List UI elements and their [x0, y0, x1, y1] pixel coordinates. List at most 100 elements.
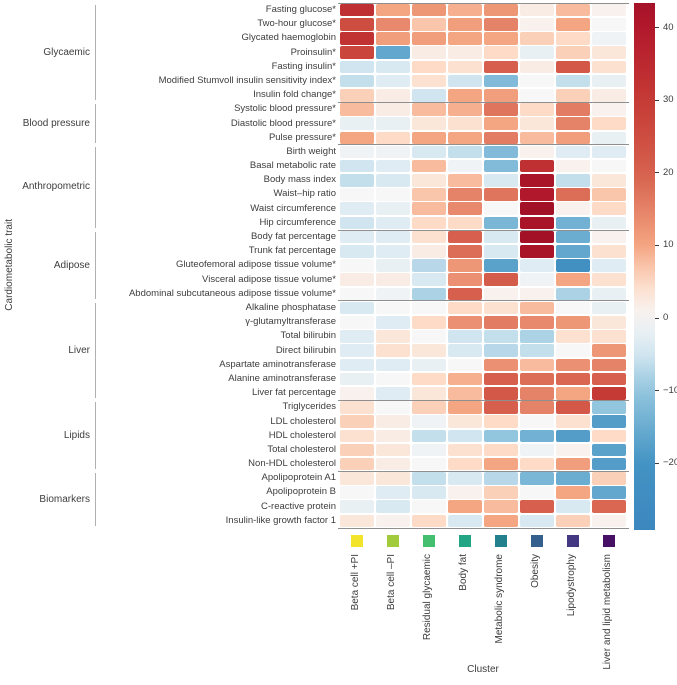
- heatmap-cell: [519, 3, 555, 17]
- colorbar-tick: [655, 244, 659, 246]
- heatmap-cell: [591, 174, 627, 187]
- heatmap-cell: [591, 287, 627, 301]
- heatmap-cell: [411, 74, 447, 88]
- heatmap-cell: [339, 103, 375, 116]
- heatmap-cell: [483, 202, 519, 216]
- heatmap-cell: [483, 230, 519, 244]
- trait-label: Diastolic blood pressure*: [230, 117, 336, 129]
- heatmap-cell: [375, 259, 411, 272]
- trait-label: Triglycerides: [282, 401, 337, 413]
- heatmap-cell: [483, 3, 519, 17]
- heatmap-cell: [555, 3, 591, 17]
- heatmap-cell: [591, 17, 627, 31]
- heatmap-cell: [519, 188, 555, 201]
- heatmap-cell: [591, 514, 627, 528]
- trait-group-label: Liver: [68, 344, 90, 356]
- heatmap-cell: [447, 486, 483, 499]
- group-bracket-line: [95, 402, 96, 470]
- heatmap-cell: [519, 315, 555, 329]
- heatmap-cell: [591, 103, 627, 116]
- trait-group-label: Lipids: [63, 429, 90, 441]
- heatmap-cell: [411, 32, 447, 45]
- heatmap-cell: [483, 315, 519, 329]
- heatmap-cell: [483, 358, 519, 372]
- heatmap-cell: [483, 330, 519, 343]
- heatmap-cell: [375, 372, 411, 386]
- heatmap-cell: [375, 202, 411, 216]
- heatmap-cell: [555, 117, 591, 130]
- heatmap-cell: [519, 330, 555, 343]
- colorbar-tick-label: 40: [663, 21, 674, 33]
- heatmap-cell: [339, 174, 375, 187]
- heatmap-cell: [411, 443, 447, 457]
- heatmap-cell: [375, 216, 411, 230]
- heatmap-cell: [591, 259, 627, 272]
- heatmap-cell: [339, 117, 375, 130]
- heatmap-cell: [411, 273, 447, 286]
- heatmap-cell: [411, 301, 447, 315]
- heatmap-cell: [555, 74, 591, 88]
- heatmap-cell: [555, 315, 591, 329]
- heatmap-cell: [447, 443, 483, 457]
- trait-label: Fasting insulin*: [271, 60, 336, 72]
- heatmap-cell: [339, 17, 375, 31]
- heatmap-cell: [339, 429, 375, 443]
- heatmap-cell: [519, 415, 555, 428]
- trait-label: Insulin fold change*: [253, 89, 336, 101]
- trait-label: Birth weight: [286, 145, 336, 157]
- heatmap-cell: [411, 245, 447, 258]
- heatmap-cell: [555, 46, 591, 59]
- heatmap-cell: [447, 188, 483, 201]
- heatmap-cell: [411, 216, 447, 230]
- trait-label: Apolipoprotein B: [266, 486, 336, 498]
- heatmap-cell: [555, 330, 591, 343]
- heatmap-cell: [519, 202, 555, 216]
- heatmap-cell: [375, 273, 411, 286]
- heatmap-cell: [411, 429, 447, 443]
- trait-label: Total bilirubin: [280, 330, 336, 342]
- heatmap-cell: [411, 88, 447, 102]
- heatmap-cell: [591, 273, 627, 286]
- cluster-label: Beta cell +PI: [350, 554, 361, 611]
- heatmap-cell: [519, 88, 555, 102]
- heatmap-cell: [375, 401, 411, 414]
- colorbar-gradient: [634, 3, 655, 530]
- heatmap-cell: [375, 500, 411, 514]
- colorbar-tick: [655, 462, 659, 464]
- heatmap-cell: [339, 401, 375, 414]
- heatmap-cell: [411, 174, 447, 187]
- heatmap-cell: [519, 117, 555, 130]
- heatmap-cell: [519, 287, 555, 301]
- heatmap-cell: [555, 145, 591, 159]
- heatmap-cell: [483, 301, 519, 315]
- heatmap-cell: [483, 429, 519, 443]
- heatmap-cell: [519, 216, 555, 230]
- heatmap-cell: [339, 245, 375, 258]
- heatmap-cell: [591, 245, 627, 258]
- heatmap-cell: [519, 17, 555, 31]
- heatmap-cell: [375, 174, 411, 187]
- heatmap-cell: [339, 287, 375, 301]
- heatmap-cell: [447, 514, 483, 528]
- trait-label: Abdominal subcutaneous adipose tissue vo…: [128, 287, 336, 299]
- heatmap-cell: [447, 32, 483, 45]
- heatmap-cell: [483, 457, 519, 471]
- heatmap-cell: [339, 315, 375, 329]
- heatmap-cell: [375, 287, 411, 301]
- heatmap-cell: [519, 145, 555, 159]
- heatmap-cell: [447, 401, 483, 414]
- heatmap-cell: [339, 372, 375, 386]
- heatmap-cell: [591, 330, 627, 343]
- trait-label: Total cholesterol: [267, 443, 336, 455]
- heatmap-cell: [519, 472, 555, 485]
- heatmap-cell: [375, 117, 411, 130]
- heatmap-cell: [375, 429, 411, 443]
- heatmap-cell: [555, 500, 591, 514]
- heatmap-cell: [591, 500, 627, 514]
- heatmap-cell: [411, 514, 447, 528]
- heatmap-cell: [447, 3, 483, 17]
- heatmap-cell: [483, 415, 519, 428]
- heatmap-cell: [483, 472, 519, 485]
- heatmap-cell: [447, 174, 483, 187]
